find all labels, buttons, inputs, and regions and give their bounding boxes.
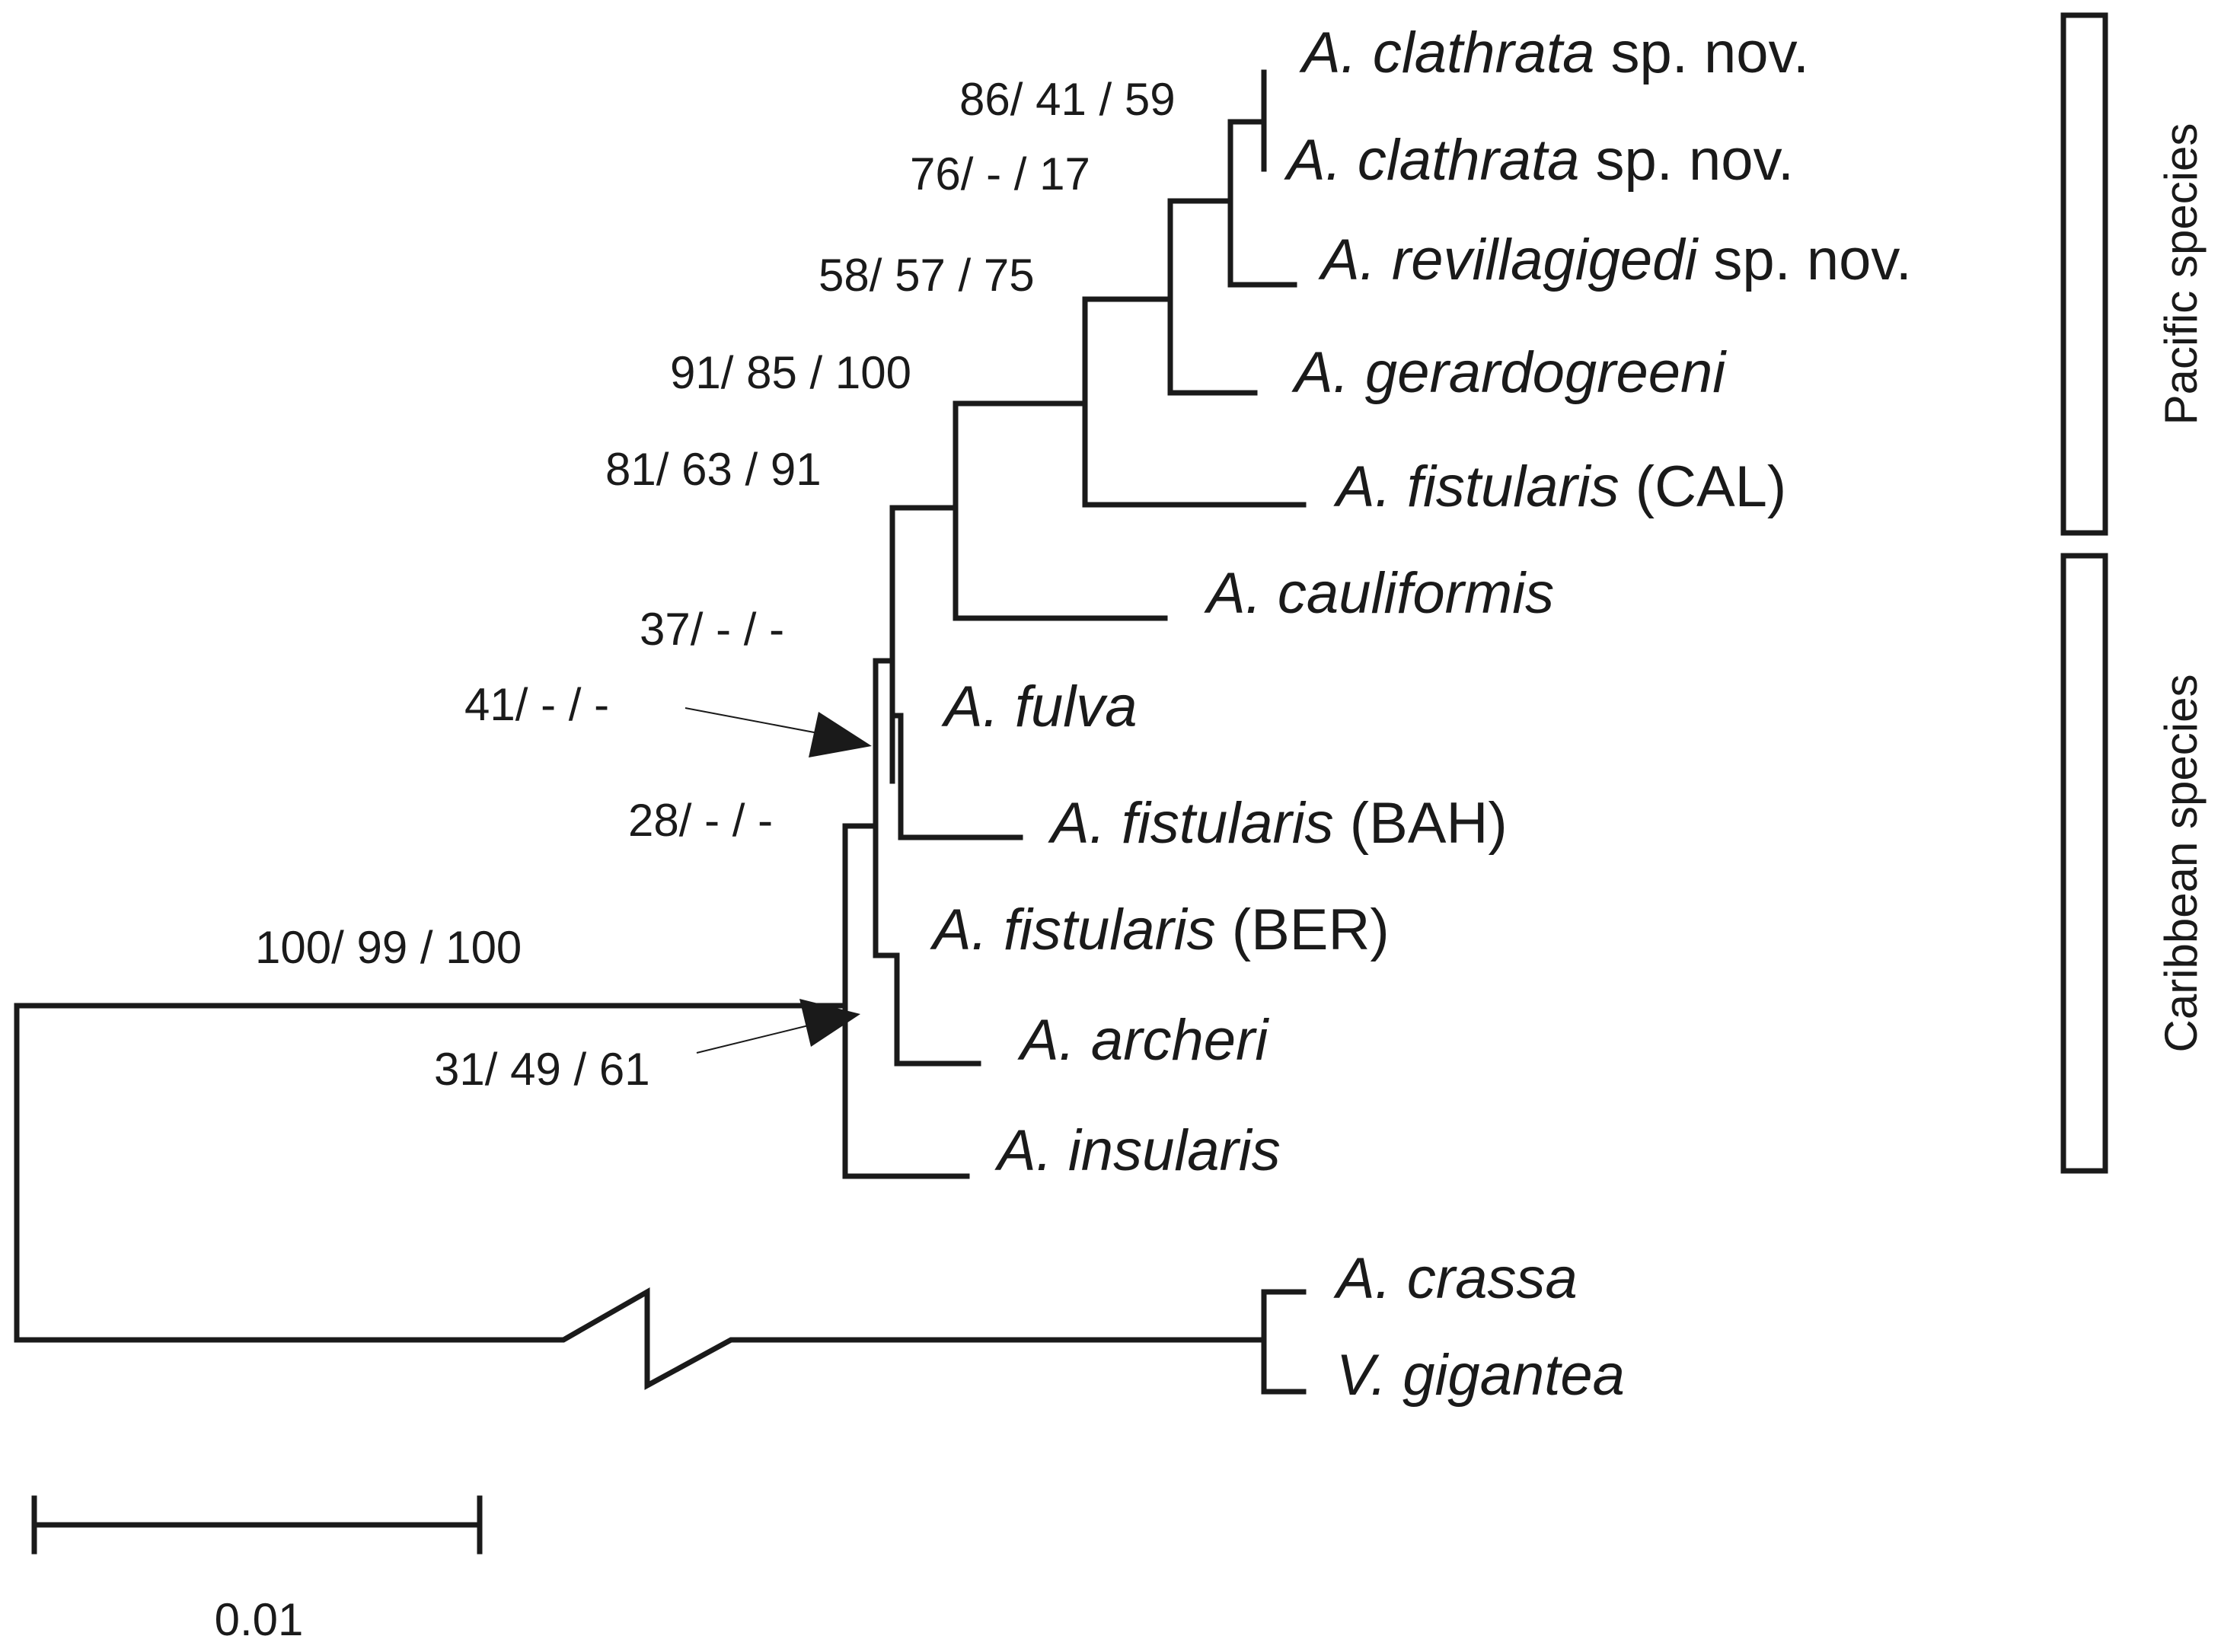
taxon-label: A. cauliformis xyxy=(1204,561,1554,626)
branch-ingroup-node xyxy=(842,823,970,1179)
branch-86-node xyxy=(1227,69,1267,125)
taxon-label: A. crassa xyxy=(1333,1246,1578,1311)
pacific-bracket xyxy=(2060,12,2108,536)
taxon-label: A. clathrata sp. nov. xyxy=(1284,128,1794,193)
taxon-label: A. insularis xyxy=(994,1118,1281,1183)
tree-branches xyxy=(14,69,1307,1395)
branch-cauliformis xyxy=(953,400,1168,621)
support-value: 76/ - / 17 xyxy=(910,148,1090,199)
support-value: 86/ 41 / 59 xyxy=(959,74,1176,125)
taxon-label: A. archeri xyxy=(1017,1008,1269,1073)
taxon-label: A. gerardogreeni xyxy=(1291,340,1727,405)
branch-91-node xyxy=(953,400,1307,508)
scale-bar: 0.01 xyxy=(31,1495,483,1645)
taxon-label: A. clathrata sp. nov. xyxy=(1299,21,1809,85)
pointer-arrowhead-41 xyxy=(809,712,872,757)
caribbean-group-label: Caribbean species xyxy=(2156,675,2207,1053)
branch-58-node xyxy=(1082,296,1258,396)
pointer-arrowhead-31 xyxy=(799,999,860,1047)
support-value: 37/ - / - xyxy=(640,604,784,655)
taxon-label: A. fistularis (BAH) xyxy=(1048,791,1508,856)
taxon-label: A. revillagigedi sp. nov. xyxy=(1318,228,1912,292)
support-value: 58/ 57 / 75 xyxy=(819,250,1035,301)
support-pointers xyxy=(685,707,872,1054)
branch-37-node xyxy=(889,713,1023,840)
branch-81-node xyxy=(889,505,959,664)
pacific-group-label: Pacific species xyxy=(2156,123,2207,426)
pointer-line-31 xyxy=(696,1023,815,1054)
support-value: 41/ - / - xyxy=(464,679,609,730)
pointer-line-41 xyxy=(685,707,827,735)
support-values: 86/ 41 / 59 76/ - / 17 58/ 57 / 75 91/ 8… xyxy=(255,74,1176,1095)
scale-bar-label: 0.01 xyxy=(215,1594,304,1645)
taxon-label: V. gigantea xyxy=(1336,1343,1625,1408)
taxon-label: A. fistularis (BER) xyxy=(930,898,1390,962)
support-value: 91/ 85 / 100 xyxy=(670,347,911,398)
branch-31-node xyxy=(873,952,981,1067)
support-value: 100/ 99 / 100 xyxy=(255,922,522,973)
scale-bar-line xyxy=(31,1495,483,1555)
taxon-labels: A. clathrata sp. nov. A. clathrata sp. n… xyxy=(930,21,1912,1408)
branch-root xyxy=(14,1003,1267,1390)
support-value: 31/ 49 / 61 xyxy=(434,1044,650,1095)
taxon-label: A. fistularis (CAL) xyxy=(1333,454,1786,519)
branch-76-node xyxy=(1167,198,1297,288)
group-brackets: Pacific species Caribbean species xyxy=(2060,12,2207,1174)
caribbean-bracket xyxy=(2060,553,2108,1174)
support-value: 81/ 63 / 91 xyxy=(605,444,822,495)
taxon-label: A. fulva xyxy=(941,675,1137,739)
support-value: 28/ - / - xyxy=(628,795,773,846)
